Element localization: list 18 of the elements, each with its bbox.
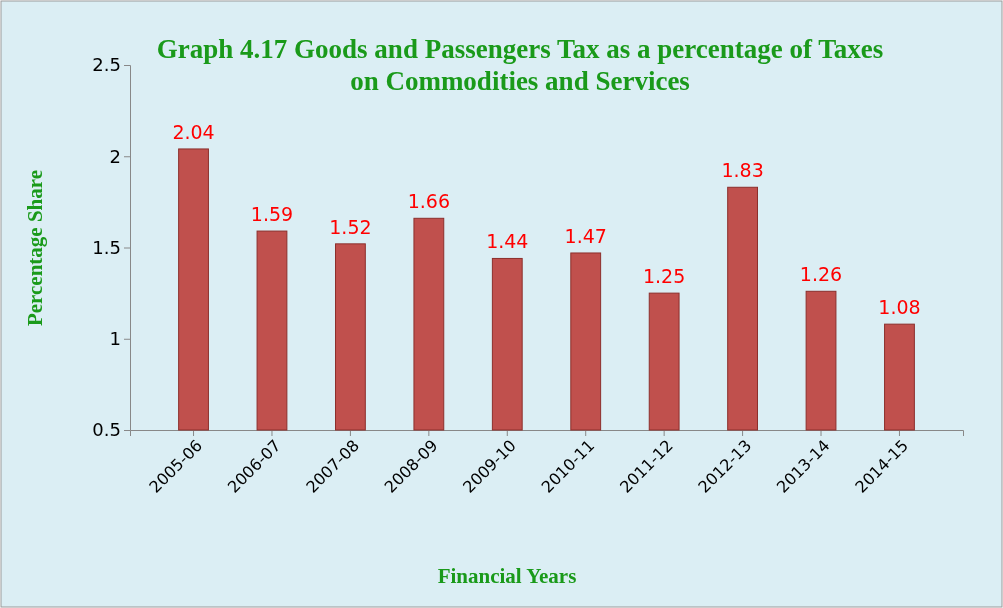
data-label: 1.66 <box>407 190 450 213</box>
y-tick-label: 1.5 <box>92 236 121 258</box>
y-tick-label: 2 <box>109 145 121 167</box>
y-axis-title: Percentage Share <box>23 169 47 327</box>
data-label: 1.59 <box>250 203 294 226</box>
data-label: 1.44 <box>486 230 529 253</box>
data-label: 1.25 <box>643 265 686 288</box>
y-tick-label: 1 <box>109 328 121 350</box>
x-axis-title: Financial Years <box>437 564 577 588</box>
y-tick-label: 0.5 <box>92 419 121 441</box>
data-label: 1.83 <box>721 159 764 182</box>
y-tick-label: 2.5 <box>92 54 121 76</box>
data-label: 1.47 <box>564 224 607 247</box>
data-label: 1.52 <box>329 215 372 238</box>
chart-title: Graph 4.17 Goods and Passengers Tax as a percentage of Taxes on Commodities and Services <box>156 34 884 97</box>
data-label: 1.08 <box>878 296 921 319</box>
data-label: 1.26 <box>799 263 843 286</box>
data-label: 2.04 <box>172 120 215 143</box>
